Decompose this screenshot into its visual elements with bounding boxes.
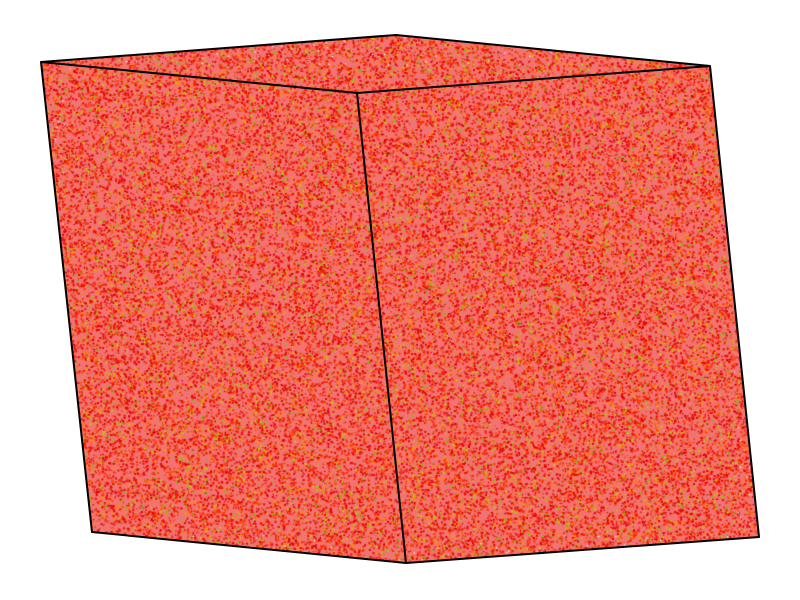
box-back-edges xyxy=(40,34,711,67)
box-left-face-outline xyxy=(40,61,407,564)
box-right-face-outline xyxy=(356,65,760,564)
